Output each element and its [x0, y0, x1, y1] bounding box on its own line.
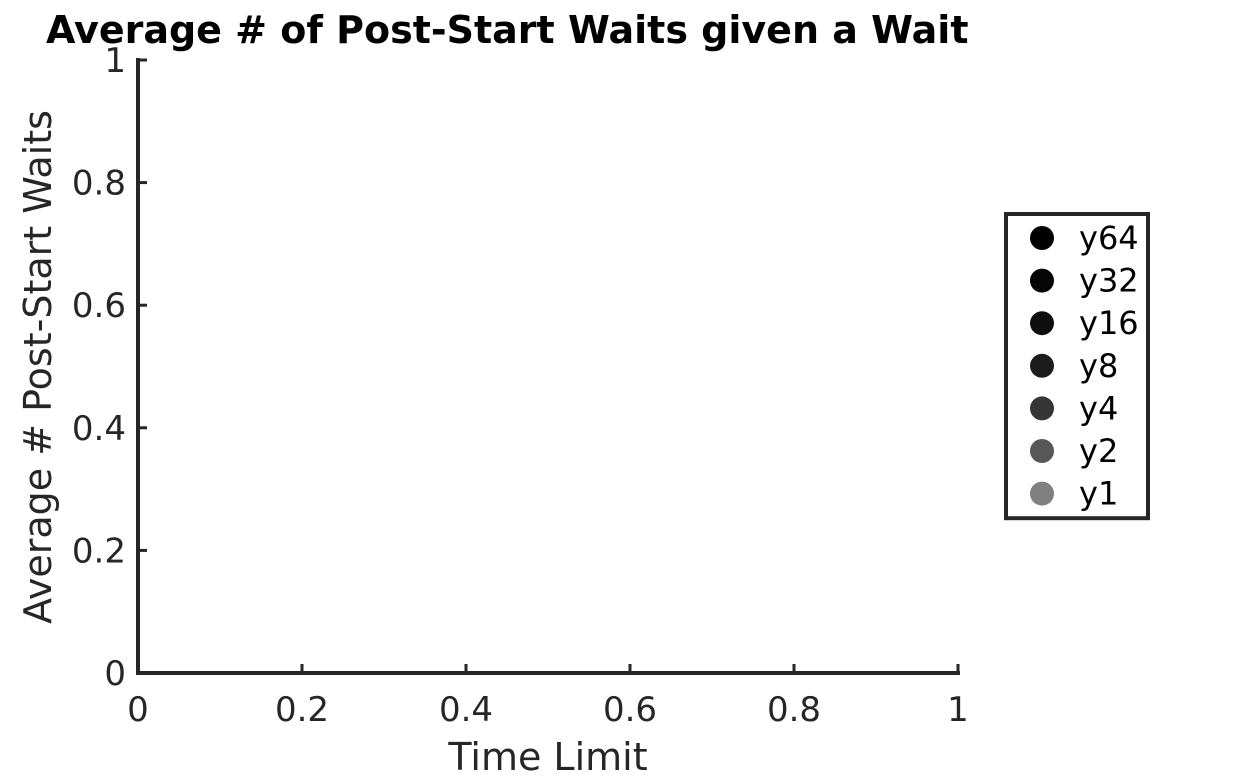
legend: y64 y32 y16 y8 y4 y2 y1	[1004, 212, 1150, 521]
legend-marker-y4	[1030, 396, 1054, 421]
axes: 0 0.2 0.4 0.6 0.8 1 0 0.2 0.4 0.6 0.8 1	[72, 41, 969, 730]
legend-marker-y32	[1030, 268, 1054, 293]
y-tick-label: 0	[104, 654, 126, 694]
y-tick-label: 0.2	[72, 531, 126, 571]
y-tick-label: 0.8	[72, 164, 126, 204]
legend-label-y32: y32	[1079, 262, 1139, 300]
legend-label-y4: y4	[1079, 389, 1118, 427]
legend-marker-y2	[1030, 439, 1054, 463]
y-tick-label: 0.4	[72, 409, 126, 449]
x-axis-label: Time Limit	[447, 735, 647, 779]
chart-title: Average # of Post-Start Waits given a Wa…	[46, 8, 969, 52]
x-tick-label: 0.6	[603, 690, 657, 730]
legend-label-y2: y2	[1079, 432, 1118, 470]
x-tick-label: 1	[947, 690, 969, 730]
x-tick-label: 0	[127, 690, 149, 730]
legend-label-y16: y16	[1079, 304, 1139, 342]
legend-label-y8: y8	[1079, 347, 1118, 385]
x-tick-label: 0.2	[275, 690, 329, 730]
legend-box	[1004, 212, 1150, 521]
legend-marker-y8	[1030, 353, 1054, 378]
legend-marker-y16	[1030, 311, 1054, 336]
y-axis-label: Average # Post-Start Waits	[16, 110, 60, 624]
legend-marker-y1	[1030, 481, 1054, 506]
x-tick-label: 0.4	[439, 690, 493, 730]
x-tick-label: 0.8	[767, 690, 821, 730]
y-tick-label: 1	[104, 41, 126, 81]
legend-label-y1: y1	[1079, 475, 1118, 513]
legend-marker-y64	[1030, 226, 1054, 250]
y-tick-label: 0.6	[72, 286, 126, 326]
legend-label-y64: y64	[1079, 219, 1139, 257]
